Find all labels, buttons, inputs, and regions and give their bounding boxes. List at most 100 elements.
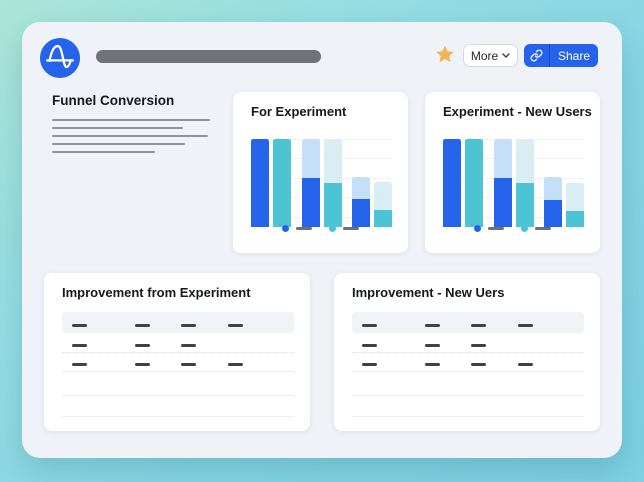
bar-series: [251, 139, 392, 227]
bar-group: [493, 139, 534, 227]
cell-value-placeholder: [72, 323, 87, 327]
table-card-title: Improvement from Experiment: [62, 285, 251, 300]
cell-value-placeholder: [362, 343, 377, 347]
table-cell: [415, 314, 461, 332]
bar-group: [251, 139, 291, 227]
legend-label-placeholder: [488, 227, 504, 230]
text-placeholder-line: [52, 119, 210, 121]
chart-card-title: For Experiment: [251, 104, 347, 119]
legend-dot-variant-b: [521, 225, 528, 232]
cell-value-placeholder: [181, 363, 196, 366]
share-button-label: Share: [557, 48, 591, 63]
bar-variant-a: [493, 139, 512, 227]
table-cell: [508, 353, 584, 371]
table-row: [352, 353, 584, 372]
legend-dot-variant-a: [474, 225, 481, 232]
bar-fill: [251, 139, 269, 227]
legend-dot-variant-b: [329, 225, 336, 232]
bar-chart: [443, 139, 584, 227]
bar-fill: [273, 139, 291, 227]
bar-variant-a: [352, 176, 370, 227]
chevron-down-icon: [502, 53, 510, 58]
more-button[interactable]: More: [463, 44, 518, 67]
table-row: [352, 396, 584, 417]
table-row: [62, 333, 294, 353]
bar-fill: [374, 210, 392, 227]
bar-variant-b: [374, 182, 392, 227]
table-row: [352, 333, 584, 353]
amplitude-logo[interactable]: [39, 37, 81, 79]
text-placeholder-line: [52, 143, 185, 145]
bar-variant-a: [443, 139, 461, 227]
bar-variant-a: [251, 139, 269, 227]
table-cell: [218, 314, 294, 332]
bar-variant-b: [566, 183, 584, 227]
table-cell: [461, 353, 508, 371]
table-row: [62, 353, 294, 372]
bar-fill: [443, 139, 461, 227]
table-cell: [125, 353, 171, 371]
gridline: [251, 158, 392, 159]
more-button-label: More: [470, 48, 499, 63]
dashboard-window: More Share Funnel Conversion For Experim…: [22, 22, 622, 458]
cell-value-placeholder: [135, 343, 150, 347]
cell-value-placeholder: [135, 323, 150, 327]
table-cell: [508, 314, 584, 332]
cell-value-placeholder: [518, 323, 533, 327]
gridline: [251, 178, 392, 179]
placeholder-table: [352, 312, 584, 417]
cell-value-placeholder: [72, 363, 87, 366]
share-button[interactable]: Share: [524, 44, 598, 67]
bar-fill: [301, 177, 320, 227]
table-cell: [62, 353, 125, 371]
table-cell: [171, 334, 218, 352]
table-cell: [125, 314, 171, 332]
bar-variant-b: [465, 139, 483, 227]
legend-label-placeholder: [296, 227, 312, 230]
legend-label-placeholder: [535, 227, 551, 230]
bar-chart: [251, 139, 392, 227]
gridline: [251, 217, 392, 218]
chart-card-for-experiment: For Experiment: [233, 92, 408, 253]
bar-group: [443, 139, 483, 227]
bar-fill: [544, 199, 562, 227]
legend-dot-variant-a: [282, 225, 289, 232]
bar-variant-a: [301, 139, 320, 227]
bar-fill: [515, 183, 534, 227]
table-card-improvement-from-experiment: Improvement from Experiment: [44, 273, 310, 431]
text-placeholder-line: [52, 135, 208, 137]
table-row: [62, 312, 294, 333]
cell-value-placeholder: [471, 323, 486, 327]
gridline: [443, 139, 584, 140]
table-row: [352, 372, 584, 396]
table-card-title: Improvement - New Uers: [352, 285, 505, 300]
link-icon[interactable]: [524, 44, 550, 67]
text-placeholder-line: [52, 127, 183, 129]
bar-fill: [352, 198, 370, 227]
table-cell: [461, 334, 508, 352]
table-row: [62, 396, 294, 417]
gridline: [443, 197, 584, 198]
table-row: [352, 312, 584, 333]
chart-legend: [425, 225, 600, 232]
bar-series: [443, 139, 584, 227]
table-card-improvement-new-users: Improvement - New Uers: [334, 273, 600, 431]
bar-group: [544, 139, 584, 227]
bar-group: [301, 139, 342, 227]
gridline: [443, 217, 584, 218]
cell-value-placeholder: [425, 323, 440, 327]
cell-value-placeholder: [518, 363, 533, 366]
bar-variant-b: [273, 139, 291, 227]
gridline: [443, 178, 584, 179]
table-cell: [415, 353, 461, 371]
cell-value-placeholder: [181, 323, 196, 327]
star-icon[interactable]: [435, 44, 455, 64]
bar-variant-b: [515, 139, 534, 227]
funnel-description-placeholder: [52, 119, 210, 159]
cell-value-placeholder: [425, 363, 440, 366]
gridline: [251, 139, 392, 140]
table-cell: [352, 314, 415, 332]
bar-group: [352, 139, 392, 227]
text-placeholder-line: [52, 151, 155, 153]
